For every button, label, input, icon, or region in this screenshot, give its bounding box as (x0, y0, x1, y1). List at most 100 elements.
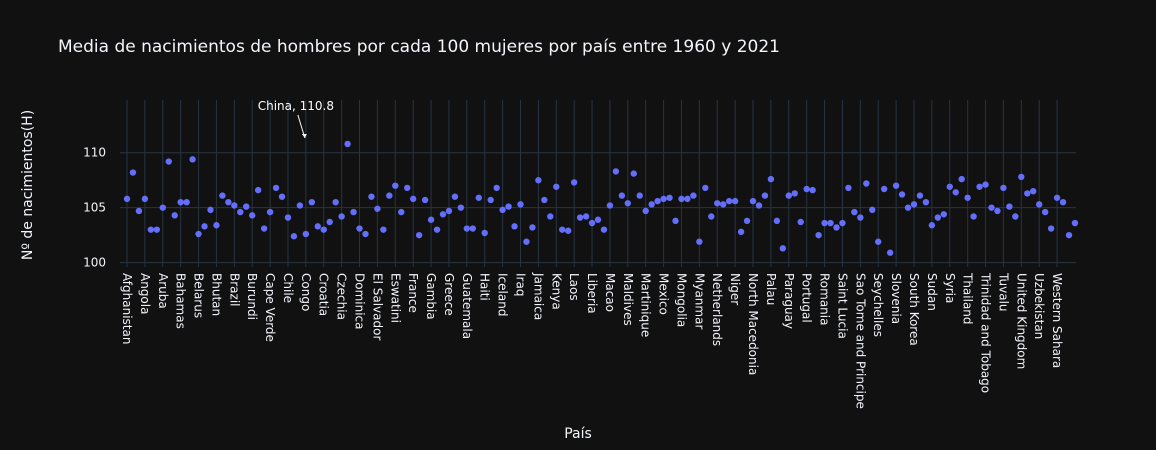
x-tick-label: South Korea (907, 273, 921, 346)
data-point (857, 214, 864, 221)
data-point (529, 224, 536, 231)
data-point (714, 200, 721, 207)
x-tick-label: Jamaica (531, 272, 545, 320)
x-tick-label: France (406, 273, 420, 313)
data-point (886, 249, 894, 256)
data-point (1024, 190, 1031, 197)
data-point (892, 182, 900, 189)
data-point (863, 180, 870, 187)
data-point (910, 201, 918, 208)
data-point (481, 229, 488, 237)
data-point (189, 156, 196, 163)
x-tick-label: Guatemala (460, 273, 474, 339)
data-point (916, 192, 924, 199)
data-point (129, 169, 137, 176)
data-point (654, 197, 661, 205)
data-point (183, 198, 190, 206)
data-point (272, 184, 280, 192)
y-axis-ticks: 100 105 110 (83, 146, 106, 270)
data-point (326, 218, 333, 226)
data-point (964, 194, 971, 201)
data-point (618, 192, 626, 199)
x-tick-label: Czechia (335, 273, 349, 320)
x-tick-label: North Macedonia (746, 273, 760, 375)
data-point (642, 207, 649, 215)
data-point (1000, 184, 1007, 192)
data-point (600, 226, 608, 233)
data-point (517, 201, 524, 208)
grid (120, 100, 1076, 267)
data-point (159, 204, 166, 211)
x-tick-label: Macao (603, 273, 617, 312)
data-point (409, 195, 417, 203)
data-point (934, 214, 942, 221)
data-point (952, 189, 959, 196)
x-tick-label: United Kingdom (1014, 273, 1028, 369)
x-axis-title: País (564, 426, 592, 442)
data-point (332, 198, 339, 206)
data-point (672, 217, 679, 225)
data-point (415, 231, 423, 239)
data-point (594, 216, 602, 223)
x-tick-label: Greece (442, 273, 456, 316)
data-point (445, 207, 453, 215)
annotation-arrowhead (301, 133, 307, 138)
x-tick-label: Sudan (925, 273, 939, 311)
data-point (982, 181, 989, 188)
data-point (928, 222, 936, 229)
x-tick-label: Liberia (585, 273, 599, 314)
data-point (368, 193, 375, 200)
data-point (1012, 213, 1019, 220)
data-point (976, 183, 983, 190)
data-point (612, 168, 620, 175)
data-point (797, 218, 804, 226)
data-point (940, 211, 947, 218)
data-point (421, 196, 429, 204)
data-point (791, 190, 798, 197)
data-point (994, 207, 1001, 215)
x-tick-label: Angola (138, 273, 152, 314)
data-point (743, 217, 751, 225)
data-point (1035, 201, 1043, 208)
data-point (875, 238, 882, 245)
data-point (815, 231, 822, 239)
y-tick-label: 105 (83, 201, 106, 215)
x-tick-label: Paraguay (782, 273, 796, 329)
data-point (576, 214, 584, 221)
data-point (493, 184, 500, 192)
x-tick-label: Maldives (621, 273, 635, 326)
data-point (630, 170, 637, 177)
data-point (684, 195, 691, 203)
data-point (439, 211, 447, 218)
data-point (737, 228, 745, 236)
data-point (165, 158, 172, 165)
data-point (755, 202, 763, 209)
data-points (123, 140, 1079, 256)
data-point (177, 198, 184, 206)
data-point (314, 223, 321, 230)
data-point (374, 205, 381, 212)
data-point (225, 198, 232, 206)
data-point (988, 204, 995, 211)
data-point (541, 196, 548, 204)
data-point (922, 198, 930, 206)
data-point (266, 208, 274, 216)
x-tick-label: Croatia (317, 273, 331, 316)
data-point (833, 224, 840, 231)
data-point (427, 216, 435, 223)
x-tick-label: Afghanistan (120, 273, 134, 344)
data-point (851, 208, 858, 216)
data-point (338, 213, 345, 220)
x-tick-label: Brazil (227, 273, 241, 307)
data-point (350, 208, 357, 216)
data-point (213, 222, 220, 229)
data-point (523, 238, 530, 245)
data-point (696, 238, 703, 245)
data-point (290, 233, 298, 240)
data-point (362, 230, 369, 238)
data-point (380, 226, 387, 233)
x-tick-label: Syria (943, 273, 957, 303)
data-point (463, 225, 471, 232)
x-tick-label: Netherlands (710, 273, 724, 346)
